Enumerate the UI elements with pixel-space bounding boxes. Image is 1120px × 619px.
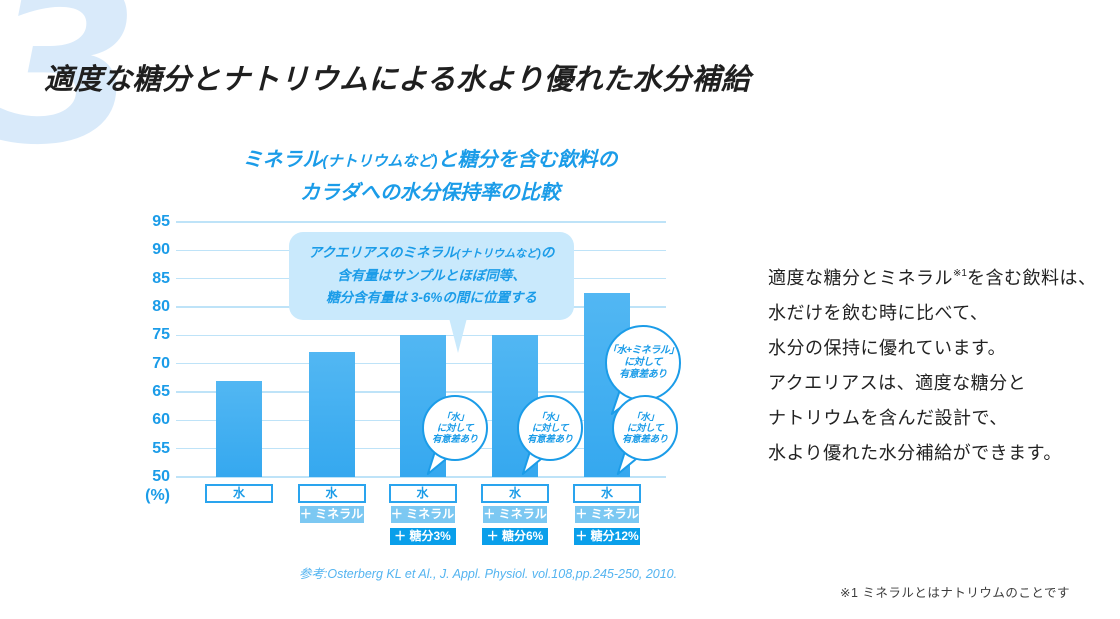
chart-title-parenthetical: (ナトリウムなど) [322,153,438,170]
bar-label-sugar: ＋ 糖分12% [574,528,640,545]
chart-title-line2: カラダへの水分保持率の比較 [300,182,560,204]
bar-label-water: 水 [388,484,457,503]
y-axis-tick-label: 50 [152,468,170,485]
callout-line3: 糖分含有量は 3-6%の間に位置する [326,290,537,305]
bar-label-mineral: ＋ ミネラル [390,506,455,523]
description-line: 水分の保持に優れています。 [768,338,1007,358]
description-line: 水だけを飲む時に比べて、 [768,303,989,323]
callout-line2: 含有量はサンプルとほぼ同等、 [337,268,526,283]
chart-title-line1: ミネラル(ナトリウムなど)と糖分を含む飲料の [180,147,680,175]
y-axis-tick-label: 95 [152,213,170,230]
footnote: ※1 ミネラルとはナトリウムのことです [840,586,1071,600]
bar [308,352,355,477]
y-axis-tick-label: 85 [152,269,170,287]
significance-bubble: 「水」 に対して 有意差あり [611,394,679,476]
description-line: 適度な糖分とミネラル※1を含む飲料は、 [768,256,1098,296]
bar-label-water: 水 [205,484,273,503]
significance-bubble: 「水」 に対して 有意差あり [421,394,489,476]
description-paragraph: 適度な糖分とミネラル※1を含む飲料は、 水だけを飲む時に比べて、 水分の保持に優… [768,256,1098,471]
description-line: アクエリアスは、適度な糖分と [768,373,1027,393]
significance-bubble-text: 「水」 に対して 有意差あり [621,411,668,445]
speech-bubble-shape [517,395,583,475]
gridline [176,476,666,478]
significance-bubble: 「水」 に対して 有意差あり [516,394,584,476]
citation: 参考:Osterberg KL et Al., J. Appl. Physiol… [298,567,678,581]
callout-line1-tail: の [540,245,555,260]
footnote-marker: ※1 [953,268,967,279]
y-axis-tick-label: 80 [152,298,170,315]
y-axis-unit-label: (%) [145,487,170,504]
significance-bubble-text: 「水」 に対して 有意差あり [431,411,478,445]
speech-bubble-shape [612,395,678,475]
callout-bubble: アクエリアスのミネラル(ナトリウムなど)の 含有量はサンプルとほぼ同等、 糖分含… [289,232,574,353]
significance-bubble-text: 「水」 に対して 有意差あり [526,411,573,445]
y-axis-tick-label: 55 [152,439,170,457]
speech-bubble-shape [422,395,488,475]
gridline [176,221,666,223]
watermark-number: 3 [0,0,140,193]
callout-line1-main: アクエリアスのミネラル [308,245,457,260]
y-axis-tick-label: 60 [152,411,170,429]
description-line1-before: 適度な糖分とミネラル [768,268,953,288]
description-line: ナトリウムを含んだ設計で、 [768,408,1008,428]
description-line1-after: を含む飲料は、 [966,268,1097,288]
chart-title: ミネラル(ナトリウムなど)と糖分を含む飲料の カラダへの水分保持率の比較 [180,147,680,206]
y-axis-tick-label: 90 [152,241,170,259]
callout-line1: アクエリアスのミネラル(ナトリウムなど)の [289,242,574,265]
significance-bubble-text: 「水+ミネラル」 に対して 有意差あり [607,345,679,380]
bar-label-water: 水 [573,484,641,503]
page-title: 適度な糖分とナトリウムによる水より優れた水分補給 [44,64,751,96]
bar-label-mineral: ＋ ミネラル [575,506,639,523]
description-line: 水より優れた水分補給ができます。 [768,443,1062,463]
bar-label-mineral: ＋ ミネラル [483,506,547,523]
y-axis-tick-label: 65 [152,383,170,400]
y-axis-tick-label: 70 [152,354,170,372]
callout-tail [449,318,467,353]
bar [216,380,262,477]
bar-label-water: 水 [297,484,366,503]
bar-label-water: 水 [481,484,549,503]
y-axis-tick-label: 75 [152,326,170,344]
chart-title-highlight: ミネラル [242,149,323,171]
bar-label-sugar: ＋ 糖分3% [389,528,456,545]
bar-label-sugar: ＋ 糖分6% [482,528,548,545]
callout-line1-parenthetical: (ナトリウムなど) [456,248,541,260]
chart-title-rest: と糖分を含む飲料の [437,149,618,171]
bar-label-mineral: ＋ ミネラル [299,506,364,523]
